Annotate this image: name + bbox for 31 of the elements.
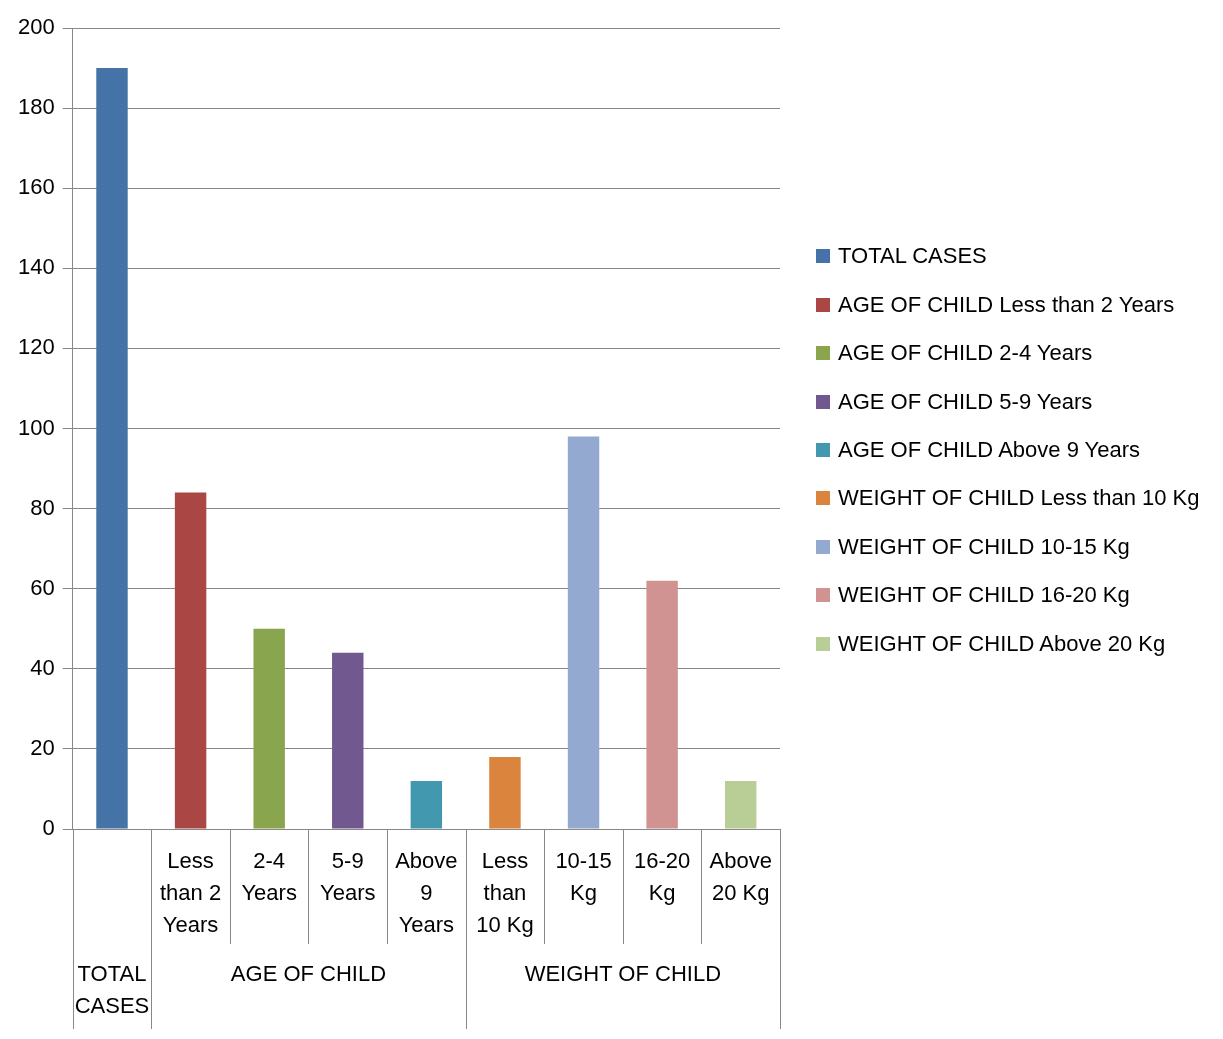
legend-label: WEIGHT OF CHILD Above 20 Kg	[838, 630, 1166, 657]
x-tick-label: Above 20 Kg	[709, 848, 772, 906]
x-tick-label: 5-9 Years	[320, 848, 376, 906]
legend-label: WEIGHT OF CHILD 16-20 Kg	[838, 582, 1130, 609]
y-tick-label: 0	[42, 815, 55, 841]
y-tick-label: 60	[30, 574, 55, 600]
y-tick-label: 20	[30, 734, 55, 760]
x-tick-label: Less than 10 Kg	[476, 848, 534, 938]
text: AGE OF CHILD	[230, 961, 387, 987]
x-tick-label: 2-4 Years	[241, 848, 297, 906]
legend-label: AGE OF CHILD Less than 2 Years	[838, 291, 1175, 318]
x-tick-label: 10-15 Kg	[555, 848, 612, 906]
y-tick-label: 120	[17, 334, 55, 360]
legend-label: AGE OF CHILD 5-9 Years	[838, 388, 1093, 415]
legend-label: AGE OF CHILD Above 9 Years	[838, 436, 1141, 463]
text: TOTAL CASES	[74, 961, 150, 1019]
y-tick-label: 40	[30, 654, 55, 680]
y-tick-label: 100	[17, 414, 55, 440]
legend-label: TOTAL CASES	[838, 243, 987, 270]
legend-label: AGE OF CHILD 2-4 Years	[838, 340, 1093, 367]
legend-label: WEIGHT OF CHILD 10-15 Kg	[838, 533, 1130, 560]
y-tick-label: 140	[17, 254, 55, 280]
y-tick-label: 180	[17, 94, 55, 120]
y-tick-label: 80	[30, 494, 55, 520]
x-tick-label: Less than 2 Years	[160, 848, 222, 938]
y-tick-label: 200	[17, 14, 55, 40]
x-tick-label: Above 9 Years	[395, 848, 458, 938]
y-tick-label: 160	[17, 174, 55, 200]
x-tick-label: 16-20 Kg	[633, 848, 691, 906]
text: WEIGHT OF CHILD	[524, 961, 722, 987]
legend-label: WEIGHT OF CHILD Less than 10 Kg	[838, 485, 1200, 512]
